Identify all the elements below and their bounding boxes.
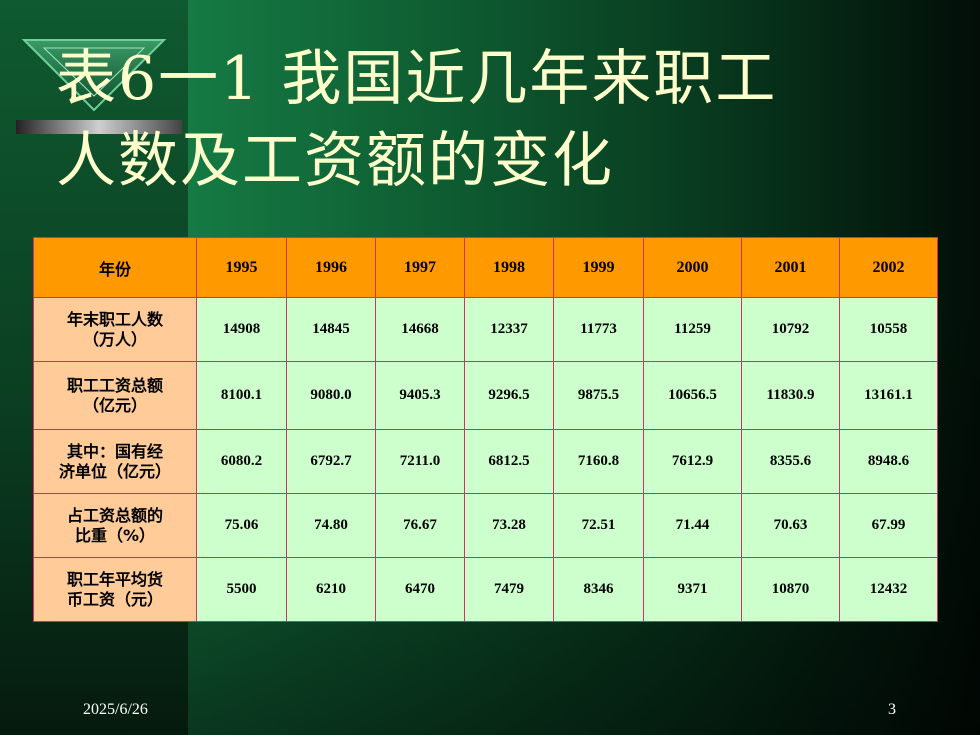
table-cell: 11259 [643, 297, 742, 362]
table-cell: 12432 [839, 557, 938, 622]
table-cell: 10792 [741, 297, 840, 362]
table-row: 其中：国有经 济单位（亿元） 6080.2 6792.7 7211.0 6812.5 71… [33, 429, 938, 494]
header-year: 1998 [464, 237, 554, 298]
row-label: 职工工资总额 （亿元） [33, 361, 197, 430]
table-cell: 5500 [196, 557, 287, 622]
table-cell: 7211.0 [375, 429, 465, 494]
row-label: 其中：国有经 济单位（亿元） [33, 429, 197, 494]
table-cell: 6792.7 [286, 429, 376, 494]
table-cell: 6080.2 [196, 429, 287, 494]
table-row: 年末职工人数 （万人） 14908 14845 14668 12337 11773 1125… [33, 297, 938, 362]
table-cell: 11830.9 [741, 361, 840, 430]
table-cell: 67.99 [839, 493, 938, 558]
table-cell: 76.67 [375, 493, 465, 558]
title-line-2: 人数及工资额的变化 [56, 126, 614, 196]
table-cell: 14845 [286, 297, 376, 362]
header-year: 1995 [196, 237, 287, 298]
table-cell: 14668 [375, 297, 465, 362]
table-cell: 10656.5 [643, 361, 742, 430]
table-header-row: 年份 1995 1996 1997 1998 1999 2000 2001 20… [33, 237, 938, 298]
table-cell: 9080.0 [286, 361, 376, 430]
table-row: 职工工资总额 （亿元） 8100.1 9080.0 9405.3 9296.5 9875.… [33, 361, 938, 430]
header-year: 1996 [286, 237, 376, 298]
row-label: 职工年平均货 币工资（元） [33, 557, 197, 622]
decorative-logo-icon [16, 39, 182, 134]
table-cell: 13161.1 [839, 361, 938, 430]
slide-title: 表6一1 我国近几年来职工 人数及工资额的变化 [56, 38, 936, 202]
header-year: 2002 [839, 237, 938, 298]
header-year: 2001 [741, 237, 840, 298]
table-cell: 74.80 [286, 493, 376, 558]
table-cell: 10558 [839, 297, 938, 362]
table-cell: 8948.6 [839, 429, 938, 494]
title-line-1: 表6一1 我国近几年来职工 [56, 44, 778, 114]
header-year: 1999 [553, 237, 644, 298]
header-year: 1997 [375, 237, 465, 298]
slide-page-number: 3 [888, 701, 896, 718]
row-label: 占工资总额的 比重（%） [33, 493, 197, 558]
table-cell: 6210 [286, 557, 376, 622]
table-row: 占工资总额的 比重（%） 75.06 74.80 76.67 73.28 72.51 71.… [33, 493, 938, 558]
table-cell: 14908 [196, 297, 287, 362]
table-cell: 9875.5 [553, 361, 644, 430]
table-cell: 7160.8 [553, 429, 644, 494]
table-cell: 8355.6 [741, 429, 840, 494]
table-cell: 7479 [464, 557, 554, 622]
table-cell: 9405.3 [375, 361, 465, 430]
table-cell: 11773 [553, 297, 644, 362]
table-cell: 8346 [553, 557, 644, 622]
table-cell: 9371 [643, 557, 742, 622]
table-cell: 6470 [375, 557, 465, 622]
table-cell: 10870 [741, 557, 840, 622]
table-cell: 8100.1 [196, 361, 287, 430]
row-label: 年末职工人数 （万人） [33, 297, 197, 362]
wage-data-table: 年份 1995 1996 1997 1998 1999 2000 2001 20… [33, 237, 938, 622]
table-cell: 6812.5 [464, 429, 554, 494]
table-cell: 70.63 [741, 493, 840, 558]
table-cell: 73.28 [464, 493, 554, 558]
table-row: 职工年平均货 币工资（元） 5500 6210 6470 7479 8346 9371 108… [33, 557, 938, 622]
table-cell: 71.44 [643, 493, 742, 558]
header-year: 2000 [643, 237, 742, 298]
table-cell: 75.06 [196, 493, 287, 558]
slide-date: 2025/6/26 [83, 701, 148, 718]
table-cell: 12337 [464, 297, 554, 362]
header-year-label: 年份 [33, 237, 197, 298]
table-cell: 9296.5 [464, 361, 554, 430]
table-cell: 72.51 [553, 493, 644, 558]
table-cell: 7612.9 [643, 429, 742, 494]
